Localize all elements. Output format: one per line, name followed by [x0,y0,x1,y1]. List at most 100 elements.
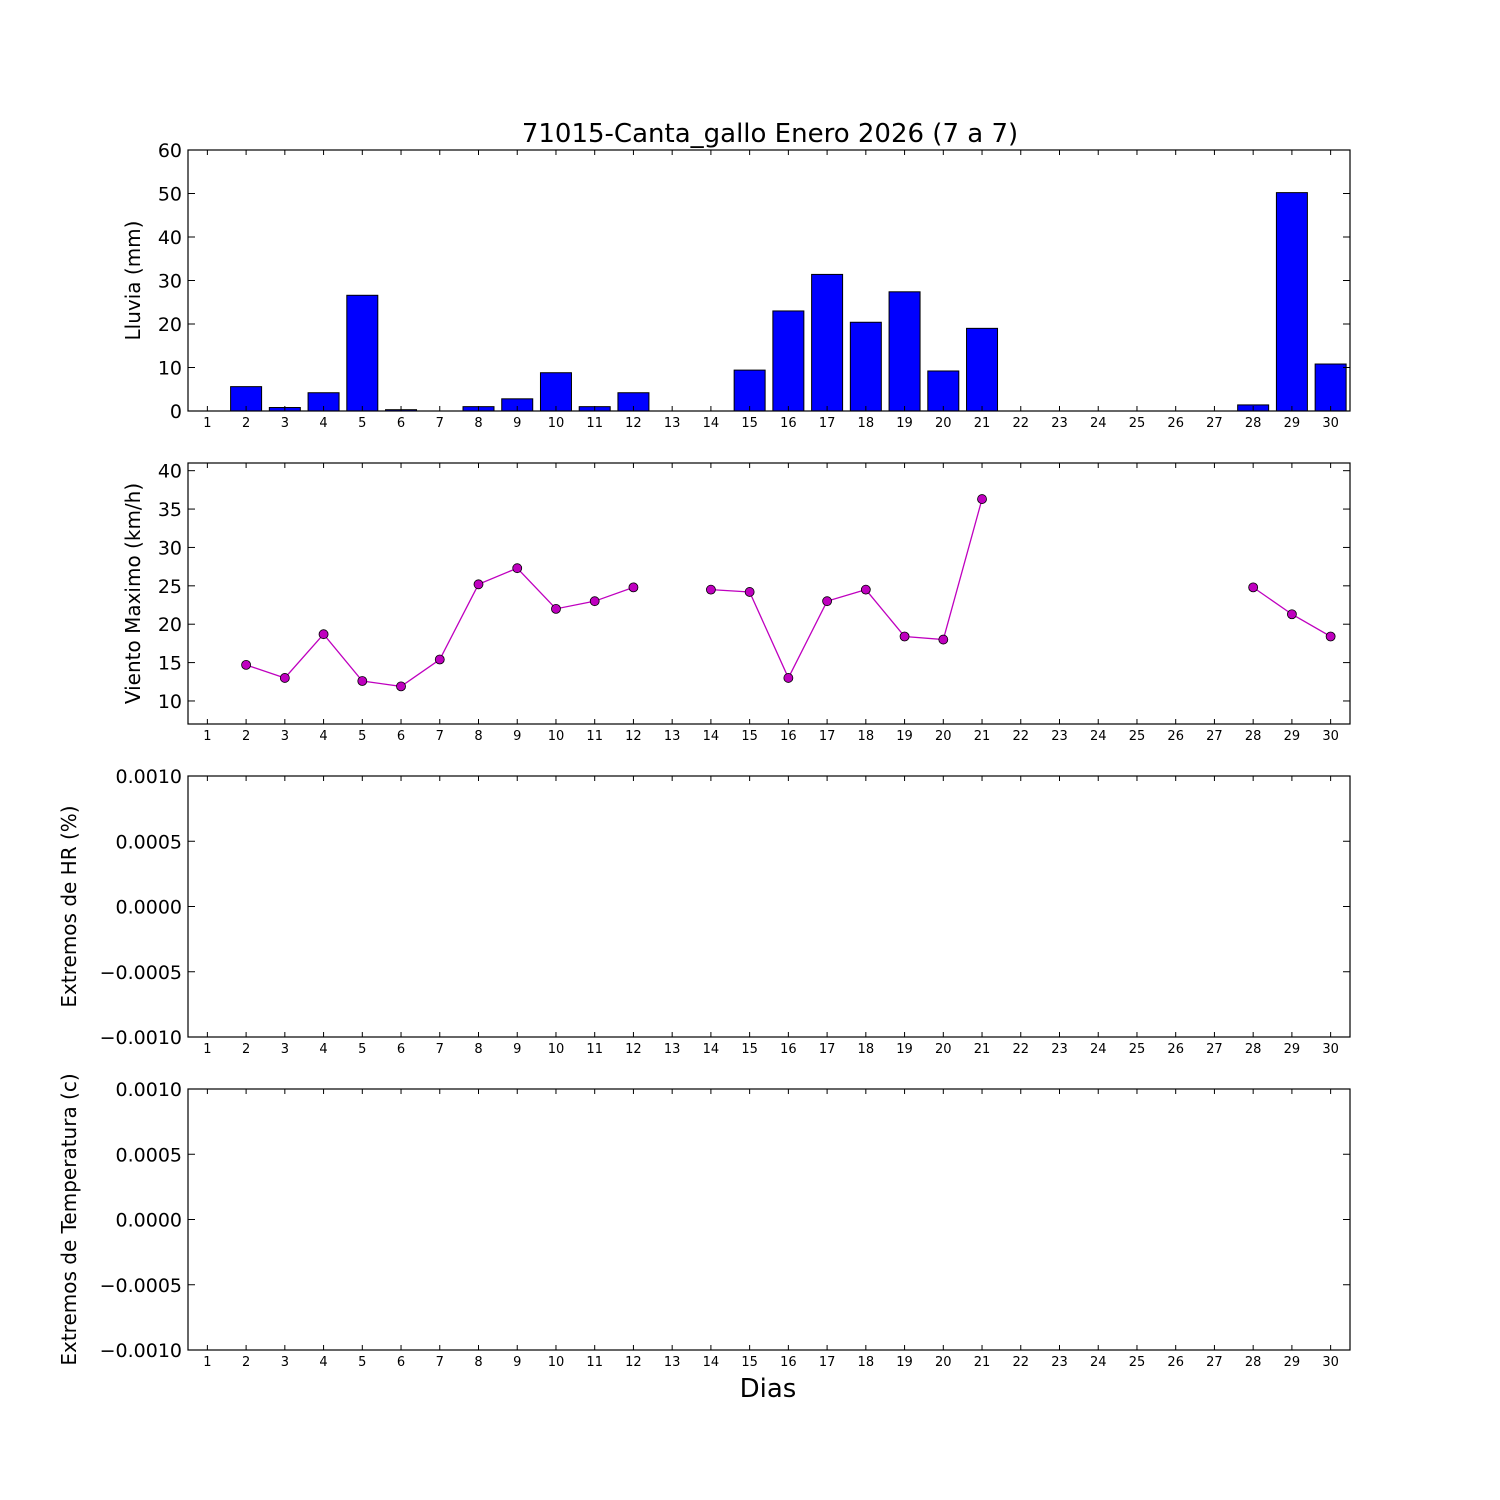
wind-point-day-28 [1248,582,1259,593]
x-tick-label-day-28: 28 [1245,1042,1262,1057]
x-tick-label-day-25: 25 [1129,729,1146,744]
x-tick-label-day-30: 30 [1322,1355,1339,1370]
y-axis-label-rain: Lluvia (mm) [121,221,145,341]
wind-point-day-20 [938,634,949,645]
x-tick-label-day-24: 24 [1090,416,1107,431]
x-tick-label-day-2: 2 [242,416,250,431]
x-tick-label-day-12: 12 [625,1355,642,1370]
x-tick-label-day-3: 3 [281,416,289,431]
x-tick-label-day-7: 7 [436,1355,444,1370]
x-tick-label-day-18: 18 [858,1042,875,1057]
x-tick-label-day-24: 24 [1090,1355,1107,1370]
panel-frame [187,775,1351,1038]
x-tick-label-day-19: 19 [896,729,913,744]
x-tick-label-day-13: 13 [664,1042,681,1057]
wind-point-day-17 [822,596,832,607]
x-tick-label-day-4: 4 [319,416,327,431]
x-tick-label-day-29: 29 [1284,1042,1301,1057]
x-tick-label-day-29: 29 [1284,416,1301,431]
x-tick-label-day-5: 5 [358,729,366,744]
x-tick-label-day-29: 29 [1284,729,1301,744]
x-tick-label-day-18: 18 [858,729,875,744]
y-tick-label: −0.0005 [100,1275,182,1297]
x-tick-label-day-6: 6 [397,729,405,744]
wind-line-segment [245,567,634,688]
rain-bar-day-21 [966,327,999,412]
x-tick-label-day-25: 25 [1129,1355,1146,1370]
wind-point-day-11 [589,596,600,607]
rain-bar-day-19 [888,291,921,412]
x-tick-label-day-20: 20 [935,1042,952,1057]
x-tick-label-day-27: 27 [1206,729,1223,744]
x-tick-label-day-11: 11 [586,416,603,431]
x-tick-label-day-4: 4 [319,729,327,744]
wind-point-day-16 [783,673,794,683]
x-tick-label-day-11: 11 [586,729,603,744]
y-tick-label: 0.0010 [116,1079,182,1101]
y-tick-label: 35 [158,499,182,521]
wind-point-day-4 [318,629,329,640]
x-tick-label-day-5: 5 [358,1355,366,1370]
y-tick-label: 50 [158,184,182,206]
x-tick-label-day-20: 20 [935,416,952,431]
x-tick-label-day-20: 20 [935,1355,952,1370]
y-tick-label: 30 [158,537,182,559]
x-tick-label-day-7: 7 [436,1042,444,1057]
x-tick-label-day-30: 30 [1322,729,1339,744]
x-tick-label-day-10: 10 [548,416,565,431]
x-tick-label-day-20: 20 [935,729,952,744]
x-tick-label-day-17: 17 [819,729,836,744]
wind-point-day-7 [434,654,445,665]
x-tick-label-day-28: 28 [1245,1355,1262,1370]
rain-bar-day-15 [733,369,766,412]
x-tick-label-day-19: 19 [896,1355,913,1370]
x-tick-label-day-3: 3 [281,729,289,744]
x-tick-label-day-4: 4 [319,1042,327,1057]
x-tick-label-day-8: 8 [474,1355,482,1370]
x-tick-label-day-26: 26 [1167,729,1184,744]
wind-point-day-19 [899,631,910,642]
x-tick-label-day-13: 13 [664,416,681,431]
rain-bar-day-16 [772,310,805,412]
y-tick-label: 20 [158,314,182,336]
wind-point-day-6 [396,681,406,692]
x-tick-label-day-3: 3 [281,1042,289,1057]
wind-point-day-2 [241,659,252,670]
x-tick-label-day-15: 15 [741,729,758,744]
x-tick-label-day-10: 10 [548,729,565,744]
x-tick-label-day-8: 8 [474,416,482,431]
panel-frame [187,462,1351,725]
x-tick-label-day-21: 21 [974,1042,991,1057]
x-tick-label-day-14: 14 [703,729,720,744]
y-tick-label: −0.0005 [100,962,182,984]
x-tick-label-day-30: 30 [1322,1042,1339,1057]
x-tick-label-day-6: 6 [397,1042,405,1057]
x-tick-label-day-27: 27 [1206,416,1223,431]
x-tick-label-day-11: 11 [586,1042,603,1057]
x-tick-label-day-28: 28 [1245,416,1262,431]
x-tick-label-day-13: 13 [664,729,681,744]
y-tick-label: −0.0010 [100,1340,182,1362]
x-tick-label-day-15: 15 [741,1355,758,1370]
y-tick-label: 0.0005 [116,831,182,853]
x-tick-label-day-16: 16 [780,729,797,744]
y-tick-label: 10 [158,691,182,713]
x-tick-label-day-30: 30 [1322,416,1339,431]
x-tick-label-day-21: 21 [974,416,991,431]
x-tick-label-day-22: 22 [1012,1355,1029,1370]
x-tick-label-day-23: 23 [1051,1355,1068,1370]
y-tick-label: 0.0000 [116,1210,182,1232]
x-tick-label-day-13: 13 [664,1355,681,1370]
x-tick-label-day-1: 1 [203,416,211,431]
x-tick-label-day-24: 24 [1090,729,1107,744]
y-tick-label: 40 [158,461,182,483]
x-tick-label-day-22: 22 [1012,729,1029,744]
x-tick-label-day-10: 10 [548,1042,565,1057]
x-tick-label-day-14: 14 [703,416,720,431]
x-tick-label-day-21: 21 [974,729,991,744]
x-tick-label-day-15: 15 [741,416,758,431]
y-tick-label: 15 [158,653,182,675]
x-tick-label-day-6: 6 [397,1355,405,1370]
x-tick-label-day-9: 9 [513,1355,521,1370]
